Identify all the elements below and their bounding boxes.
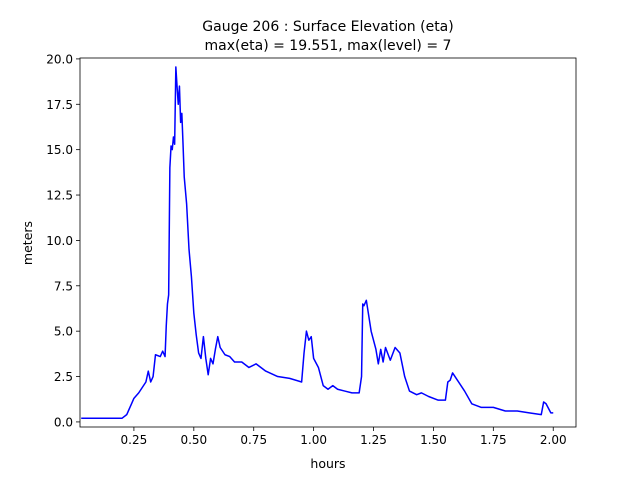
plot-frame [79, 57, 577, 428]
data-line [81, 66, 554, 420]
chart-title: Gauge 206 : Surface Elevation (eta) [202, 19, 453, 35]
y-tick-label: 15.0 [46, 143, 73, 157]
y-tick-label: 0.0 [54, 415, 73, 429]
x-tick-label: 0.25 [121, 433, 148, 447]
y-tick-label: 12.5 [46, 189, 73, 203]
x-axis-label: hours [310, 456, 345, 471]
y-tick-label: 5.0 [54, 325, 73, 339]
y-tick-label: 20.0 [46, 52, 73, 66]
x-tick-label: 1.75 [480, 433, 507, 447]
y-tick-label: 7.5 [54, 279, 73, 293]
x-tick-label: 0.75 [240, 433, 267, 447]
y-tick-label: 2.5 [54, 370, 73, 384]
x-tick-label: 2.00 [540, 433, 567, 447]
x-tick-label: 1.50 [420, 433, 447, 447]
x-tick-label: 1.25 [360, 433, 387, 447]
y-tick-label: 10.0 [46, 234, 73, 248]
x-tick-label: 0.50 [180, 433, 207, 447]
x-tick-label: 1.00 [300, 433, 327, 447]
y-axis-label: meters [20, 221, 35, 265]
y-tick-label: 17.5 [46, 98, 73, 112]
chart-subtitle: max(eta) = 19.551, max(level) = 7 [205, 38, 452, 54]
